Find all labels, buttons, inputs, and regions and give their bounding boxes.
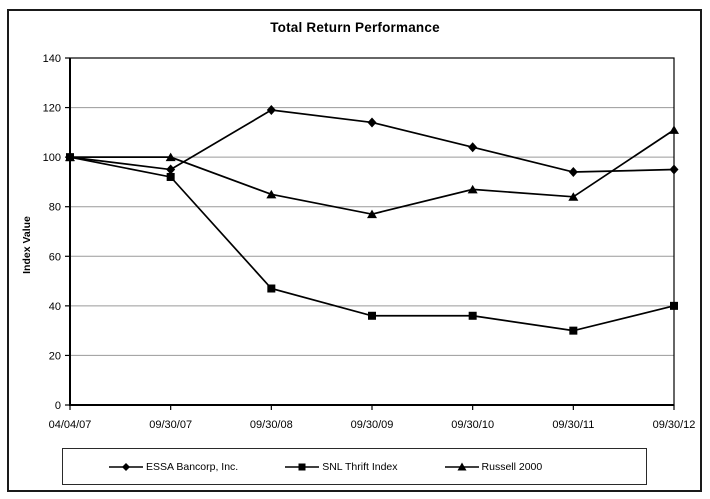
triangle-marker-icon <box>669 125 679 134</box>
diamond-marker-icon <box>266 105 276 116</box>
square-marker-icon <box>166 172 175 181</box>
y-tick-label: 100 <box>43 152 61 164</box>
legend-label-russell-2000: Russell 2000 <box>481 460 543 473</box>
square-marker-icon <box>569 326 578 335</box>
square-marker-icon <box>267 284 276 293</box>
diamond-marker-icon <box>468 142 478 153</box>
legend-item-essa-bancorp: ESSA Bancorp, Inc. <box>109 461 238 473</box>
chart-title: Total Return Performance <box>270 20 440 35</box>
y-tick-label: 80 <box>49 202 61 214</box>
x-tick-label: 09/30/10 <box>451 419 494 431</box>
triangle-marker-icon <box>367 209 377 219</box>
triangle-marker-icon <box>444 462 479 470</box>
y-tick-label: 40 <box>49 301 61 313</box>
legend-label-snl-thrift: SNL Thrift Index <box>322 460 398 473</box>
triangle-marker-icon <box>568 192 579 201</box>
x-tick-label: 09/30/12 <box>653 419 696 431</box>
x-tick-label: 04/04/07 <box>49 419 92 431</box>
diamond-marker-icon <box>166 164 176 175</box>
y-tick-label: 60 <box>49 251 61 263</box>
legend-item-snl-thrift: SNL Thrift Index <box>285 460 398 473</box>
triangle-marker-icon <box>467 184 478 194</box>
diamond-marker-icon <box>109 462 143 471</box>
diamond-marker-icon <box>568 167 578 178</box>
plot-frame <box>69 57 675 406</box>
series-line-1 <box>69 156 675 332</box>
x-tick-label: 09/30/07 <box>149 419 192 431</box>
x-tick-label: 09/30/08 <box>250 419 293 431</box>
triangle-marker-icon <box>266 189 277 199</box>
x-tick-label: 09/30/11 <box>552 419 594 431</box>
y-tick-label: 140 <box>43 53 61 65</box>
square-marker-icon <box>670 301 678 310</box>
triangle-marker-icon <box>165 152 176 162</box>
y-tick-label: 20 <box>49 350 61 362</box>
diamond-marker-icon <box>367 117 377 128</box>
legend-label-essa-bancorp: ESSA Bancorp, Inc. <box>146 460 239 473</box>
y-tick-label: 0 <box>55 400 61 412</box>
x-tick-label: 09/30/09 <box>351 419 394 431</box>
legend-item-russell-2000: Russell 2000 <box>444 460 543 473</box>
square-marker-icon <box>368 311 376 320</box>
y-tick-label: 120 <box>43 103 61 115</box>
square-marker-icon <box>285 463 320 470</box>
square-marker-icon <box>468 311 477 320</box>
square-marker-icon <box>66 153 74 162</box>
legend: ESSA Bancorp, Inc. SNL Thrift Index Russ… <box>62 448 647 485</box>
diamond-marker-icon <box>669 164 679 175</box>
chart-border <box>7 9 702 492</box>
